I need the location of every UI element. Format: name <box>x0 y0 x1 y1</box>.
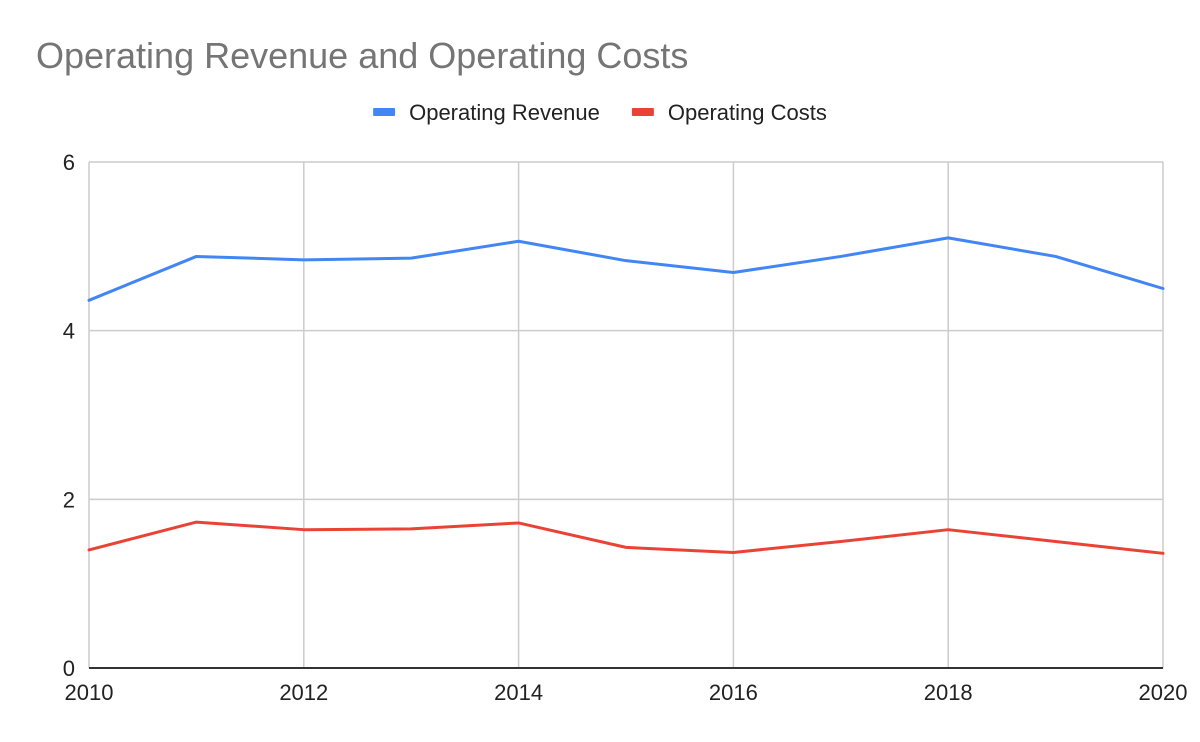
x-tick-label: 2012 <box>279 680 328 705</box>
chart-title: Operating Revenue and Operating Costs <box>36 35 688 76</box>
tick-labels: 0 2 4 6 2010 2012 2014 2016 2018 2020 <box>63 150 1188 705</box>
x-tick-label: 2020 <box>1139 680 1188 705</box>
y-tick-label: 0 <box>63 656 75 681</box>
x-tick-label: 2016 <box>709 680 758 705</box>
legend-label: Operating Costs <box>668 100 827 125</box>
series-line-operating-revenue <box>87 236 1165 302</box>
legend-item-operating-revenue: Operating Revenue <box>373 100 600 125</box>
legend: Operating Revenue Operating Costs <box>373 100 827 125</box>
grid <box>88 161 1164 668</box>
y-tick-label: 4 <box>63 319 75 344</box>
x-tick-label: 2014 <box>494 680 543 705</box>
legend-label: Operating Revenue <box>409 100 600 125</box>
legend-swatch <box>373 108 396 116</box>
x-tick-label: 2010 <box>65 680 114 705</box>
y-tick-label: 2 <box>63 487 75 512</box>
y-tick-label: 6 <box>63 150 75 175</box>
series-group <box>87 236 1165 555</box>
legend-item-operating-costs: Operating Costs <box>631 100 827 125</box>
series-line-operating-costs <box>87 520 1165 555</box>
x-tick-label: 2018 <box>924 680 973 705</box>
legend-swatch <box>631 108 654 116</box>
